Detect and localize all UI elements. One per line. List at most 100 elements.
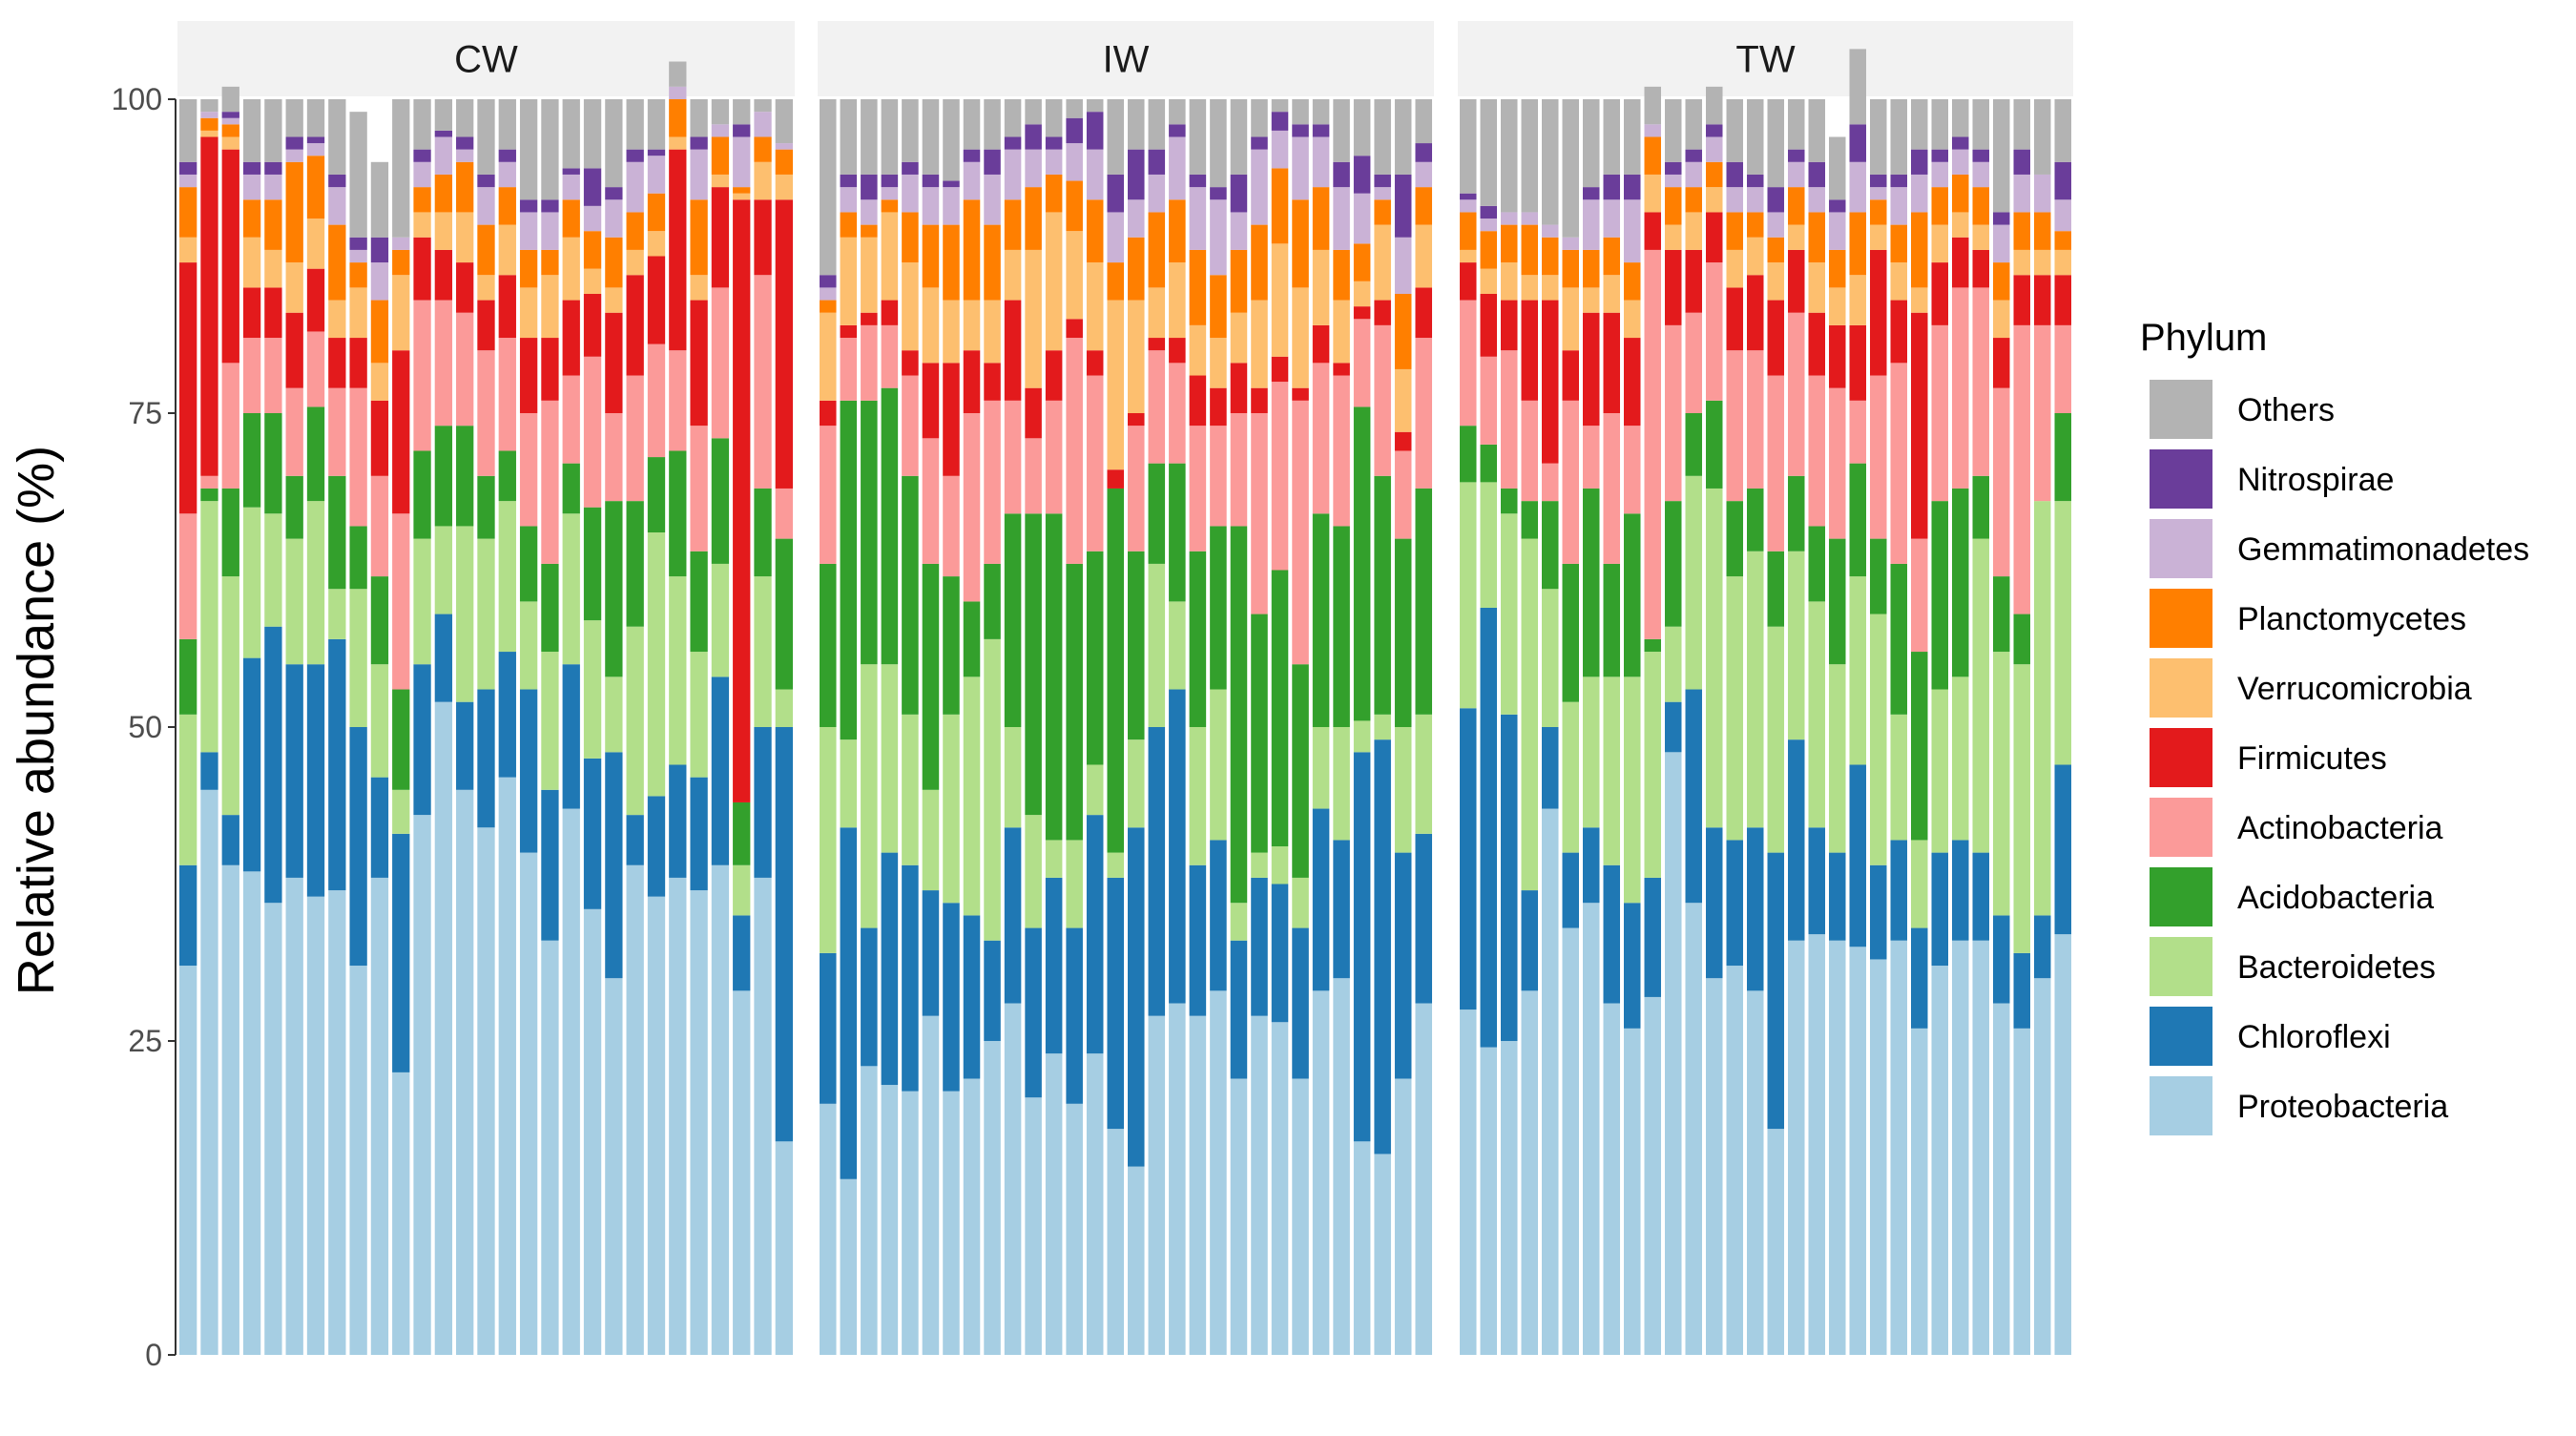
bar-segment-acidobacteria — [434, 426, 453, 527]
bar-segment-nitrospirae — [179, 161, 197, 175]
bar-segment-nitrospirae — [306, 136, 325, 144]
y-axis-title: Relative abundance (%) — [8, 446, 65, 995]
bar-segment-others — [1251, 99, 1268, 137]
bar-segment-chloroflexi — [1993, 915, 2010, 1004]
bar-segment-proteobacteria — [1333, 978, 1350, 1355]
bar-segment-bacteroidetes — [1394, 727, 1412, 853]
bar-segment-proteobacteria — [1542, 808, 1559, 1355]
bar-segment-others — [943, 99, 960, 181]
legend-key — [2150, 937, 2212, 996]
bar-segment-chloroflexi — [285, 664, 303, 878]
bar-segment-proteobacteria — [1767, 1129, 1784, 1355]
bar-segment-firmicutes — [1025, 387, 1042, 439]
bar-segment-bacteroidetes — [1148, 563, 1166, 727]
legend-label: Nitrospirae — [2237, 462, 2394, 498]
bar-segment-proteobacteria — [605, 978, 623, 1355]
bar-segment-gemmatimonadetes — [1107, 212, 1124, 263]
bar-segment-nitrospirae — [456, 136, 474, 150]
bar-segment-actinobacteria — [1066, 338, 1083, 564]
bar-segment-nitrospirae — [221, 112, 239, 118]
bar-segment-others — [963, 99, 981, 150]
bar-segment-others — [1189, 99, 1207, 175]
legend-label: Gemmatimonadetes — [2237, 531, 2529, 568]
bar-segment-verrucomicrobia — [242, 237, 261, 288]
bar-sample-15 — [477, 99, 495, 1355]
bar-segment-proteobacteria — [1148, 1015, 1166, 1355]
bar-segment-planctomycetes — [200, 117, 218, 131]
bar-segment-bacteroidetes — [690, 652, 708, 778]
bar-segment-bacteroidetes — [1004, 727, 1022, 828]
bar-segment-verrucomicrobia — [669, 136, 687, 150]
bar-segment-others — [1542, 99, 1559, 225]
bar-segment-others — [2054, 99, 2071, 162]
bar-segment-bacteroidetes — [922, 789, 940, 891]
bar-segment-firmicutes — [1501, 300, 1518, 351]
bar-segment-acidobacteria — [1624, 513, 1641, 677]
bar-segment-gemmatimonadetes — [1480, 219, 1497, 232]
bar-segment-gemmatimonadetes — [1829, 212, 1846, 250]
bar-segment-verrucomicrobia — [1767, 262, 1784, 301]
bar-segment-proteobacteria — [733, 990, 751, 1355]
bar-segment-chloroflexi — [1747, 827, 1764, 991]
bar-sample-17 — [1788, 99, 1805, 1355]
bar-segment-firmicutes — [2013, 275, 2030, 325]
bar-segment-verrucomicrobia — [690, 275, 708, 301]
bar-segment-gemmatimonadetes — [711, 124, 730, 137]
bar-segment-verrucomicrobia — [1808, 262, 1825, 313]
bar-segment-acidobacteria — [2013, 614, 2030, 665]
bar-segment-firmicutes — [1292, 387, 1309, 401]
bar-segment-nitrospirae — [840, 174, 858, 188]
bar-sample-8 — [963, 99, 981, 1355]
bar-sample-10 — [1644, 86, 1661, 1355]
bar-segment-nitrospirae — [1251, 136, 1268, 150]
bar-segment-planctomycetes — [1726, 212, 1743, 250]
bar-segment-chloroflexi — [1045, 877, 1063, 1054]
bar-segment-nitrospirae — [349, 237, 367, 250]
bar-segment-proteobacteria — [285, 877, 303, 1355]
bar-segment-proteobacteria — [963, 1078, 981, 1355]
bar-segment-others — [1394, 99, 1412, 175]
bar-segment-acidobacteria — [1521, 501, 1538, 539]
bar-segment-firmicutes — [984, 363, 1001, 401]
bar-segment-actinobacteria — [1870, 375, 1887, 539]
bar-segment-planctomycetes — [264, 199, 282, 250]
bar-segment-gemmatimonadetes — [1066, 143, 1083, 181]
bar-segment-acidobacteria — [519, 526, 538, 602]
bar-segment-bacteroidetes — [1210, 689, 1227, 841]
bar-segment-acidobacteria — [1025, 513, 1042, 816]
bar-segment-proteobacteria — [1788, 940, 1805, 1355]
bar-segment-others — [1747, 99, 1764, 175]
bar-segment-acidobacteria — [413, 450, 431, 539]
bar-segment-others — [647, 99, 666, 150]
bar-segment-chloroflexi — [840, 827, 858, 1179]
bar-segment-actinobacteria — [775, 488, 793, 539]
bar-segment-planctomycetes — [1480, 231, 1497, 269]
bar-segment-verrucomicrobia — [1086, 262, 1104, 351]
bar-segment-nitrospirae — [1849, 124, 1866, 162]
bar-segment-verrucomicrobia — [626, 249, 644, 276]
bar-sample-24 — [1292, 99, 1309, 1355]
bar-segment-nitrospirae — [861, 174, 878, 200]
bar-segment-bacteroidetes — [775, 689, 793, 727]
bar-segment-verrucomicrobia — [1521, 275, 1538, 301]
bar-segment-actinobacteria — [1993, 387, 2010, 577]
bar-sample-27 — [1353, 99, 1371, 1355]
bar-segment-firmicutes — [1747, 275, 1764, 351]
bar-segment-acidobacteria — [1312, 513, 1330, 727]
bar-segment-verrucomicrobia — [1685, 212, 1702, 250]
bar-segment-acidobacteria — [1189, 551, 1207, 727]
bar-sample-26 — [1972, 99, 1989, 1355]
bar-segment-planctomycetes — [1972, 187, 1989, 225]
bar-segment-chloroflexi — [1808, 827, 1825, 935]
bar-sample-28 — [754, 99, 772, 1355]
bar-segment-acidobacteria — [775, 538, 793, 690]
bar-sample-29 — [1394, 99, 1412, 1355]
bar-segment-firmicutes — [413, 237, 431, 301]
bar-segment-chloroflexi — [647, 796, 666, 897]
bar-segment-acidobacteria — [690, 551, 708, 653]
bar-segment-proteobacteria — [1952, 940, 1969, 1355]
bar-segment-nitrospirae — [1767, 187, 1784, 213]
bar-segment-verrucomicrobia — [1890, 262, 1907, 301]
bar-sample-20 — [1210, 99, 1227, 1355]
bar-segment-others — [1685, 99, 1702, 150]
